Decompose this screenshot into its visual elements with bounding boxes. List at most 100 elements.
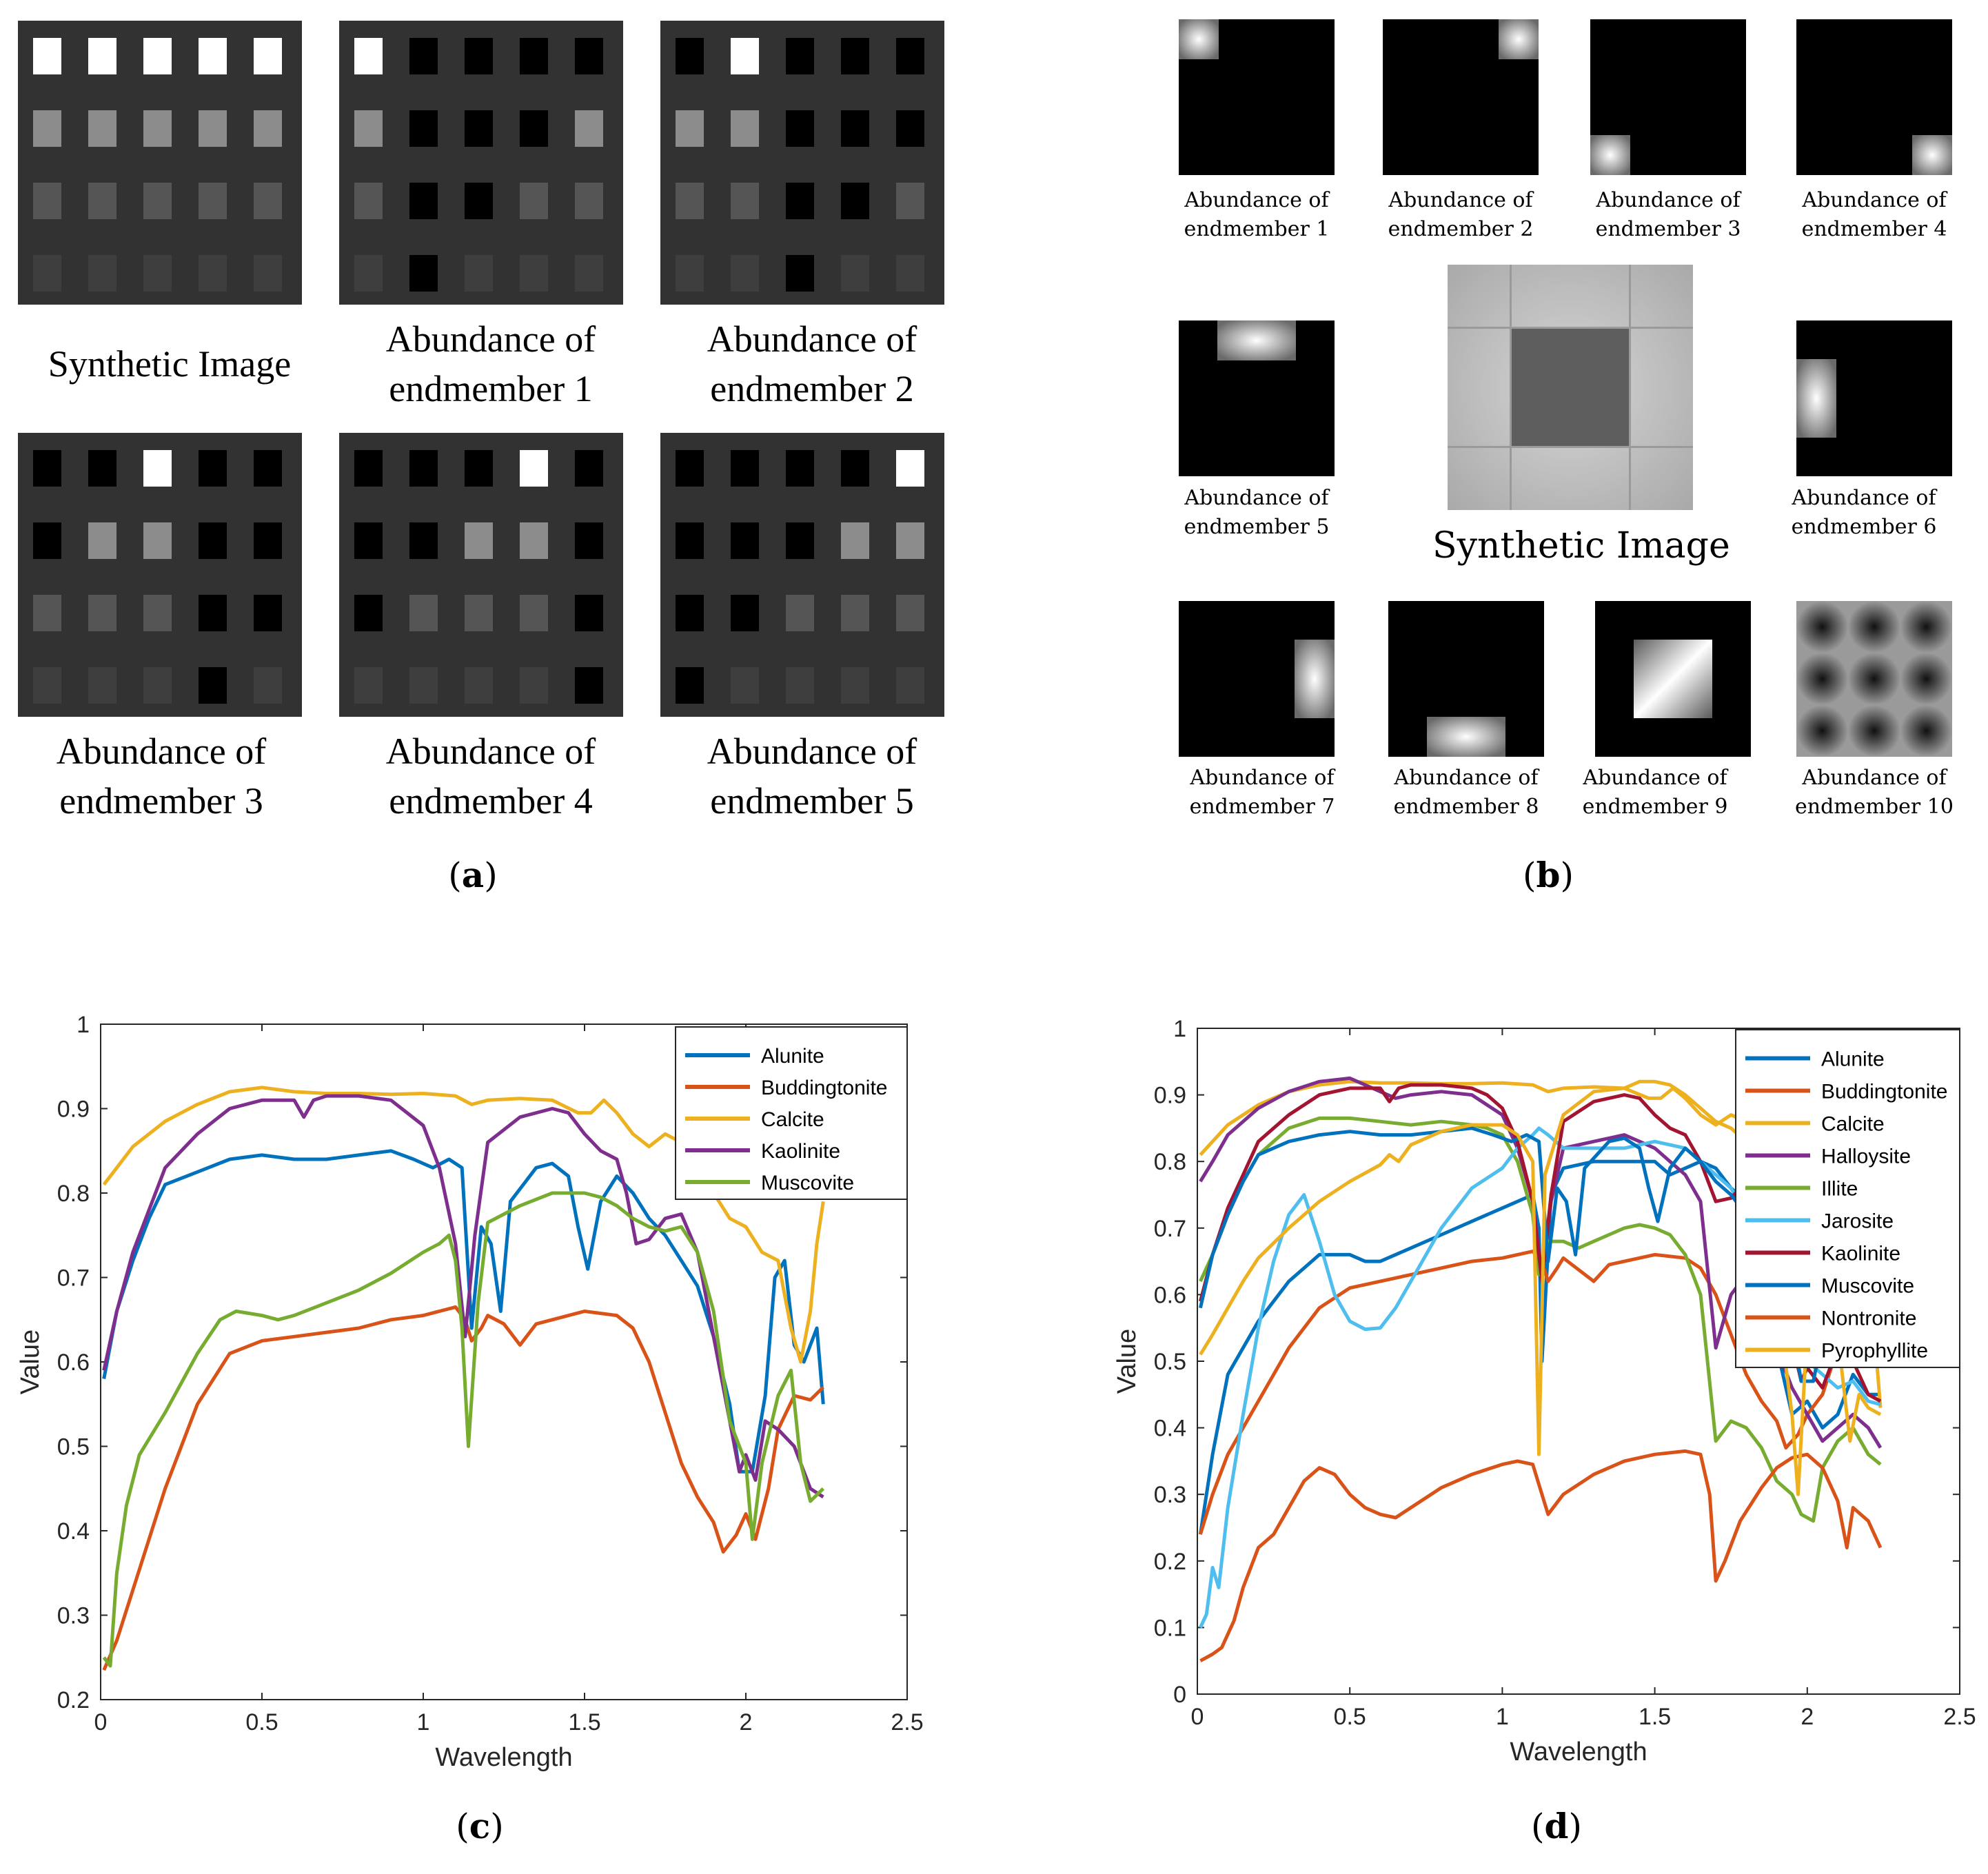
b-tile-e1 [1179,19,1335,175]
a-tile-block [254,667,282,704]
legend-label: Illite [1821,1178,1858,1201]
a-tile-block [841,183,869,219]
a-tile-block [254,450,282,487]
panel-label-d: (d) [1531,1806,1582,1846]
a-tile-block [786,110,814,147]
x-tick-label: 2.5 [891,1709,923,1735]
a-tile-block [33,110,61,147]
a-tile-block [520,110,548,147]
a-tile-e5 [660,433,944,717]
legend-label: Nontronite [1821,1307,1916,1330]
a-tile-block [786,255,814,292]
a-tile-block [354,522,383,559]
a-tile-block [896,255,924,292]
a-tile-block [409,522,438,559]
legend-box [1735,1029,1960,1368]
legend-label: Buddingtonite [1821,1081,1948,1103]
a-tile-block [676,38,704,74]
caption-a-e1-line2: endmember 1 [389,368,593,409]
caption-a-e3-line1: Abundance of [56,731,267,772]
caption-b-e9-line1: Abundance of [1583,766,1727,790]
y-tick-label: 0.5 [57,1434,90,1460]
caption-a-e4-line2: endmember 4 [389,780,593,822]
series-line-illite [1199,1116,1882,1523]
caption-b-e1-line1: Abundance of [1184,188,1329,212]
a-tile-block [354,667,383,704]
a-tile-block [254,183,282,219]
legend-label: Muscovite [761,1172,854,1194]
x-tick-label: 1 [1496,1704,1509,1730]
a-tile-block [676,110,704,147]
y-tick-label: 1 [77,1012,90,1038]
a-tile-block [731,667,759,704]
a-tile-block [88,595,116,631]
caption-b-e3-line1: Abundance of [1596,188,1741,212]
a-tile-block [896,183,924,219]
y-tick-label: 0.8 [57,1181,90,1207]
a-tile-block [676,255,704,292]
a-tile-block [731,110,759,147]
a-tile-block [896,450,924,487]
a-tile-block [143,183,172,219]
y-tick-label: 0.5 [1154,1349,1186,1375]
caption-a-e1-line1: Abundance of [385,318,596,360]
a-tile-block [199,38,227,74]
a-tile-block [143,522,172,559]
y-tick-label: 0.7 [57,1265,90,1292]
legend-label: Pyrophyllite [1821,1340,1928,1363]
a-tile-block [33,450,61,487]
a-tile-block [254,522,282,559]
panel-label-a: (a) [448,855,498,895]
legend-label: Kaolinite [1821,1243,1900,1265]
series-line-calcite [102,1086,825,1364]
y-tick-label: 0.3 [57,1603,90,1629]
a-tile-block [841,595,869,631]
caption-b-e4-line2: endmember 4 [1801,217,1947,241]
a-tile-block [143,110,172,147]
b-tile-e5 [1179,320,1335,476]
panel-b-tiles [1179,19,1952,757]
a-tile-block [143,38,172,74]
a-tile-block [575,183,603,219]
panel-label-d-letter: d [1544,1806,1569,1846]
a-tile-block [354,595,383,631]
a-tile-block [199,110,227,147]
a-tile-block [731,38,759,74]
a-tile-block [786,522,814,559]
a-tile-block [896,110,924,147]
panel-label-b-letter: b [1536,855,1561,895]
a-tile-block [465,595,493,631]
a-tile-block [88,522,116,559]
legend-label: Calcite [761,1108,824,1131]
a-tile-block [520,183,548,219]
a-tile-block [896,522,924,559]
a-tile-block [841,255,869,292]
a-tile-block [676,667,704,704]
a-tile-e4 [339,433,623,717]
y-tick-label: 0.8 [1154,1149,1186,1175]
b-tile-e6 [1796,320,1952,476]
a-tile-block [409,38,438,74]
legend-label: Kaolinite [761,1140,840,1163]
x-axis-label: Wavelength [1510,1738,1647,1766]
legend-label: Calcite [1821,1113,1885,1136]
caption-b-e8-line2: endmember 8 [1393,795,1539,819]
caption-b-e7-line2: endmember 7 [1189,795,1335,819]
series-line-muscovite [102,1191,825,1668]
series-line-muscovite [1198,1126,1883,1383]
a-tile-block [731,450,759,487]
a-tile-block [520,667,548,704]
a-tile-block [896,667,924,704]
y-tick-label: 0.6 [57,1350,90,1376]
b-tile-e8 [1388,601,1544,757]
a-tile-block [676,522,704,559]
a-tile-block [88,110,116,147]
a-tile-synthetic [18,21,302,305]
y-tick-label: 0.4 [57,1518,90,1545]
a-tile-block [409,110,438,147]
caption-a-e4-line1: Abundance of [385,731,596,772]
caption-b-e5-line2: endmember 5 [1184,515,1330,539]
a-tile-block [88,667,116,704]
y-tick-label: 0.9 [57,1097,90,1123]
